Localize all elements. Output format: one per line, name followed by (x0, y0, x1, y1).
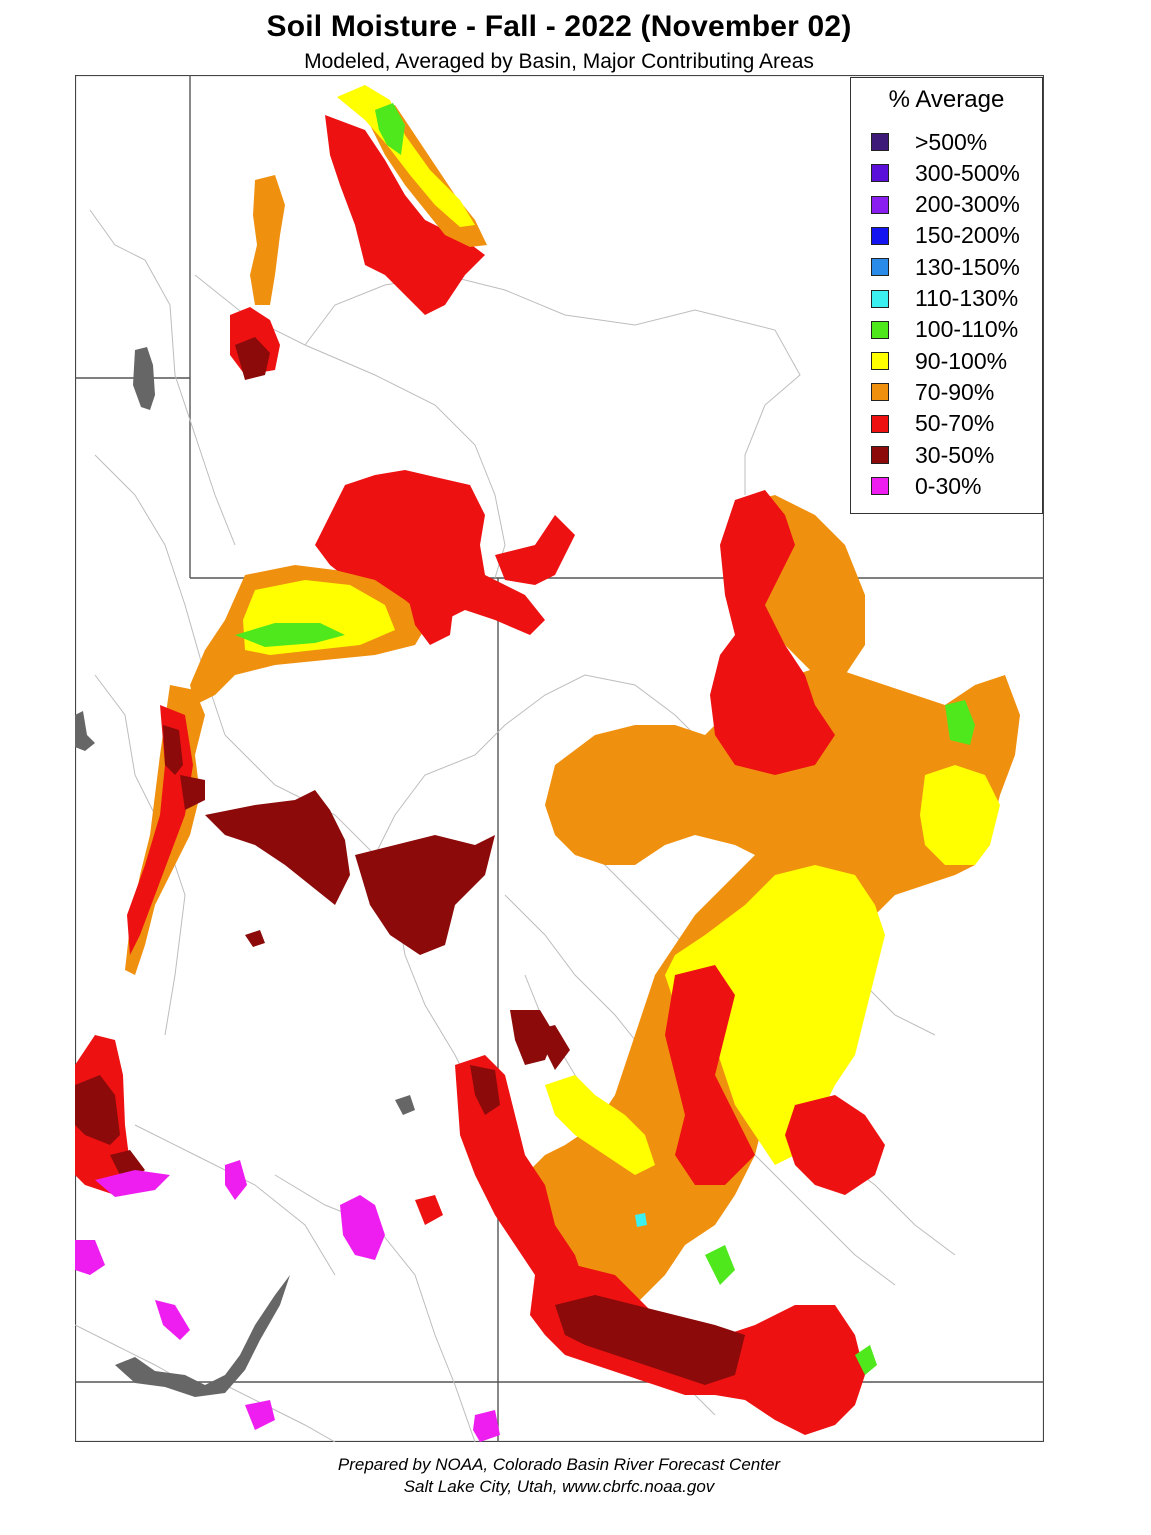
legend-swatch (871, 383, 889, 402)
legend-swatch (871, 226, 889, 245)
legend-item: 0-30% (871, 472, 981, 500)
region-100-110 (945, 700, 975, 745)
legend-swatch (871, 446, 889, 464)
region-90-100 (545, 1075, 655, 1175)
legend-swatch (871, 477, 889, 496)
legend-item: 110-130% (871, 285, 1018, 313)
legend-swatch (871, 133, 889, 151)
legend-label: 300-500% (915, 159, 1020, 186)
region-0-30 (225, 1160, 247, 1200)
legend-item: >500% (871, 128, 987, 156)
legend-label: 130-150% (915, 253, 1020, 280)
legend-swatch (871, 258, 889, 277)
legend-item: 130-150% (871, 253, 1020, 281)
soil-moisture-regions (75, 85, 1020, 1442)
region-30-50 (355, 835, 495, 955)
region-50-70 (710, 490, 835, 775)
map-title: Soil Moisture - Fall - 2022 (November 02… (266, 10, 852, 43)
region-100-110 (235, 623, 345, 647)
lakes (75, 347, 1001, 1397)
legend-item: 50-70% (871, 410, 994, 438)
footer-location: Salt Lake City, Utah, www.cbrfc.noaa.gov (403, 1477, 715, 1496)
legend-swatch (871, 352, 889, 371)
legend-label: 0-30% (915, 472, 982, 499)
region-30-50 (470, 1065, 500, 1115)
region-50-70 (325, 115, 485, 315)
legend-label: 70-90% (915, 378, 995, 405)
region-30-50 (75, 1075, 120, 1145)
region-0-30 (473, 1410, 500, 1442)
lake-shape (395, 1095, 415, 1115)
region-0-30 (245, 1400, 275, 1430)
lake-shape (133, 347, 155, 410)
legend-label: >500% (915, 128, 988, 155)
legend-swatch (871, 289, 889, 308)
lake-shape (75, 711, 95, 751)
region-30-50 (205, 790, 350, 905)
legend-label: 30-50% (915, 441, 995, 468)
region-30-50 (510, 1010, 555, 1065)
legend-item: 100-110% (871, 316, 1018, 344)
map-subtitle: Modeled, Averaged by Basin, Major Contri… (304, 50, 814, 73)
region-70-90 (250, 175, 285, 305)
legend-swatch (871, 164, 889, 183)
legend-label: 200-300% (915, 191, 1020, 218)
region-90-100 (920, 765, 1000, 865)
region-90-100 (337, 85, 475, 227)
region-50-70 (495, 515, 575, 585)
region-30-50 (555, 1295, 745, 1385)
region-100-110 (375, 103, 405, 155)
region-50-70 (455, 1055, 585, 1295)
map-legend: % Average >500% 300-500% 200-300% 150-200% 1… (850, 77, 1043, 514)
region-30-50 (235, 337, 270, 380)
legend-item: 150-200% (871, 222, 1020, 250)
region-0-30 (75, 1240, 105, 1275)
legend-label: 150-200% (915, 222, 1020, 249)
lake-shape (115, 1275, 290, 1397)
legend-item: 70-90% (871, 378, 994, 406)
region-0-30 (155, 1300, 190, 1340)
region-100-110 (705, 1245, 735, 1285)
region-50-70 (415, 1195, 443, 1225)
legend-item: 90-100% (871, 347, 1007, 375)
region-30-50 (535, 1025, 570, 1070)
region-90-100 (665, 865, 885, 1165)
legend-label: 100-110% (915, 316, 1019, 343)
region-110-130 (635, 1213, 647, 1227)
legend-swatch (871, 320, 889, 339)
region-30-50 (163, 725, 183, 775)
footer-credit: Prepared by NOAA, Colorado Basin River F… (337, 1455, 781, 1474)
legend-swatch (871, 195, 889, 214)
legend-label: 90-100% (915, 347, 1008, 374)
region-50-70 (665, 965, 755, 1185)
legend-item: 300-500% (871, 159, 1020, 187)
legend-label: 110-130% (915, 285, 1019, 311)
region-0-30 (95, 1170, 170, 1197)
legend-item: 200-300% (871, 191, 1020, 219)
legend-item: 30-50% (871, 441, 994, 469)
legend-title: % Average (888, 86, 1005, 113)
region-30-50 (180, 775, 205, 810)
region-50-70 (785, 1095, 885, 1195)
region-30-50 (245, 930, 265, 947)
region-0-30 (340, 1195, 385, 1260)
legend-swatch (871, 414, 889, 433)
region-50-70 (405, 580, 455, 645)
region-100-110 (855, 1345, 877, 1375)
legend-label: 50-70% (915, 410, 995, 437)
